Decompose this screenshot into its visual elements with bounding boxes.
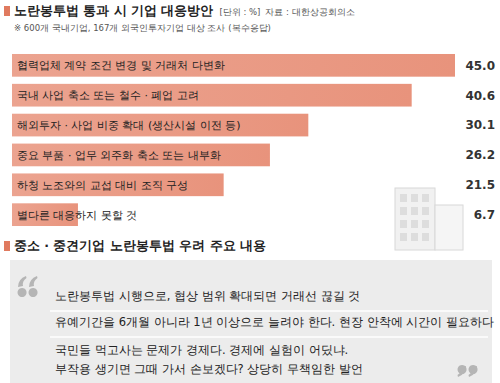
note: ※ 600개 국내기업, 167개 외국인투자기업 대상 조사 (복수응답): [14, 23, 271, 33]
quote-text: 유예기간을 6개월 아니라 1년 이상으로 늘려야 한다. 현장 안착에 시간이…: [55, 315, 494, 329]
quote-separator: [50, 310, 488, 312]
value-label: 45.0: [465, 59, 495, 73]
category-label: 하청 노조와의 교섭 대비 조직 구성: [17, 179, 188, 192]
value-label: 21.5: [465, 178, 495, 192]
bar: [12, 114, 308, 137]
icon-part: [435, 205, 463, 250]
quote-separator: [50, 336, 488, 338]
category-label: 협력업체 계약 조건 변경 및 거래처 다변화: [17, 59, 225, 72]
value-label: 6.7: [474, 208, 495, 222]
building-icon: [395, 188, 463, 250]
icon-window: [400, 220, 407, 228]
icon-window: [400, 233, 407, 241]
value-labels: 45.0 40.6 30.1 26.2 21.5 6.7: [465, 59, 495, 222]
quote-tail: [458, 366, 467, 377]
category-label: 별다른 대응하지 못할 것: [17, 209, 138, 222]
icon-window: [422, 194, 429, 202]
icon-window: [411, 220, 418, 228]
close-quote: [458, 365, 478, 377]
icon-part: [395, 188, 435, 250]
quote-text: 노란봉투법 시행으로, 협상 범위 확대되면 거래선 끊길 것: [55, 289, 360, 303]
category-label: 중요 부품 · 업무 외주화 축소 또는 내부화: [17, 149, 221, 162]
quote-text: 국민들 먹고사는 문제가 경제다. 경제에 실험이 어딨냐.: [55, 343, 348, 357]
category-label: 국내 사업 축소 또는 철수 · 폐업 고려: [17, 89, 199, 102]
bar: [12, 84, 412, 107]
icon-window: [411, 194, 418, 202]
quote-dot: [29, 288, 38, 297]
quotes: 노란봉투법 시행으로, 협상 범위 확대되면 거래선 끊길 것유예기간을 6개월…: [50, 289, 494, 376]
quote-text: 부작용 생기면 그때 가서 손보겠다? 상당히 무책임한 발언: [55, 362, 363, 376]
category-label: 해외투자 · 사업 비중 확대 (생산시설 이전 등): [17, 119, 241, 132]
icon-window: [422, 207, 429, 215]
source-label: 자료 : 대한상공회의소: [265, 7, 354, 17]
title-marker: [4, 6, 10, 16]
value-label: 40.6: [465, 89, 495, 103]
section-title: 중소 · 중견기업 노란봉투법 우려 주요 내용: [14, 238, 266, 253]
value-label: 26.2: [465, 148, 495, 162]
chart-title: 노란봉투법 통과 시 기업 대응방안: [14, 3, 213, 18]
icon-window: [422, 233, 429, 241]
bar: [12, 173, 224, 196]
category-labels: 협력업체 계약 조건 변경 및 거래처 다변화국내 사업 축소 또는 철수 · …: [17, 59, 241, 221]
icon-window: [411, 233, 418, 241]
quote-tail: [18, 276, 27, 287]
icon-window: [411, 207, 418, 215]
unit-label: [단위 : %]: [219, 7, 260, 17]
icon-window: [422, 220, 429, 228]
value-label: 30.1: [465, 118, 495, 132]
bar: [12, 144, 270, 167]
icon-window: [400, 207, 407, 215]
quote-tail: [29, 276, 38, 287]
quote-dot: [18, 288, 27, 297]
icon-window: [400, 194, 407, 202]
section-marker: [4, 241, 10, 251]
bar: [12, 54, 455, 77]
quote-tail: [469, 366, 478, 377]
bars: [12, 54, 455, 226]
infographic: 노란봉투법 통과 시 기업 대응방안 [단위 : %] 자료 : 대한상공회의소 ※ …: [0, 0, 500, 383]
open-quote: [18, 276, 38, 297]
